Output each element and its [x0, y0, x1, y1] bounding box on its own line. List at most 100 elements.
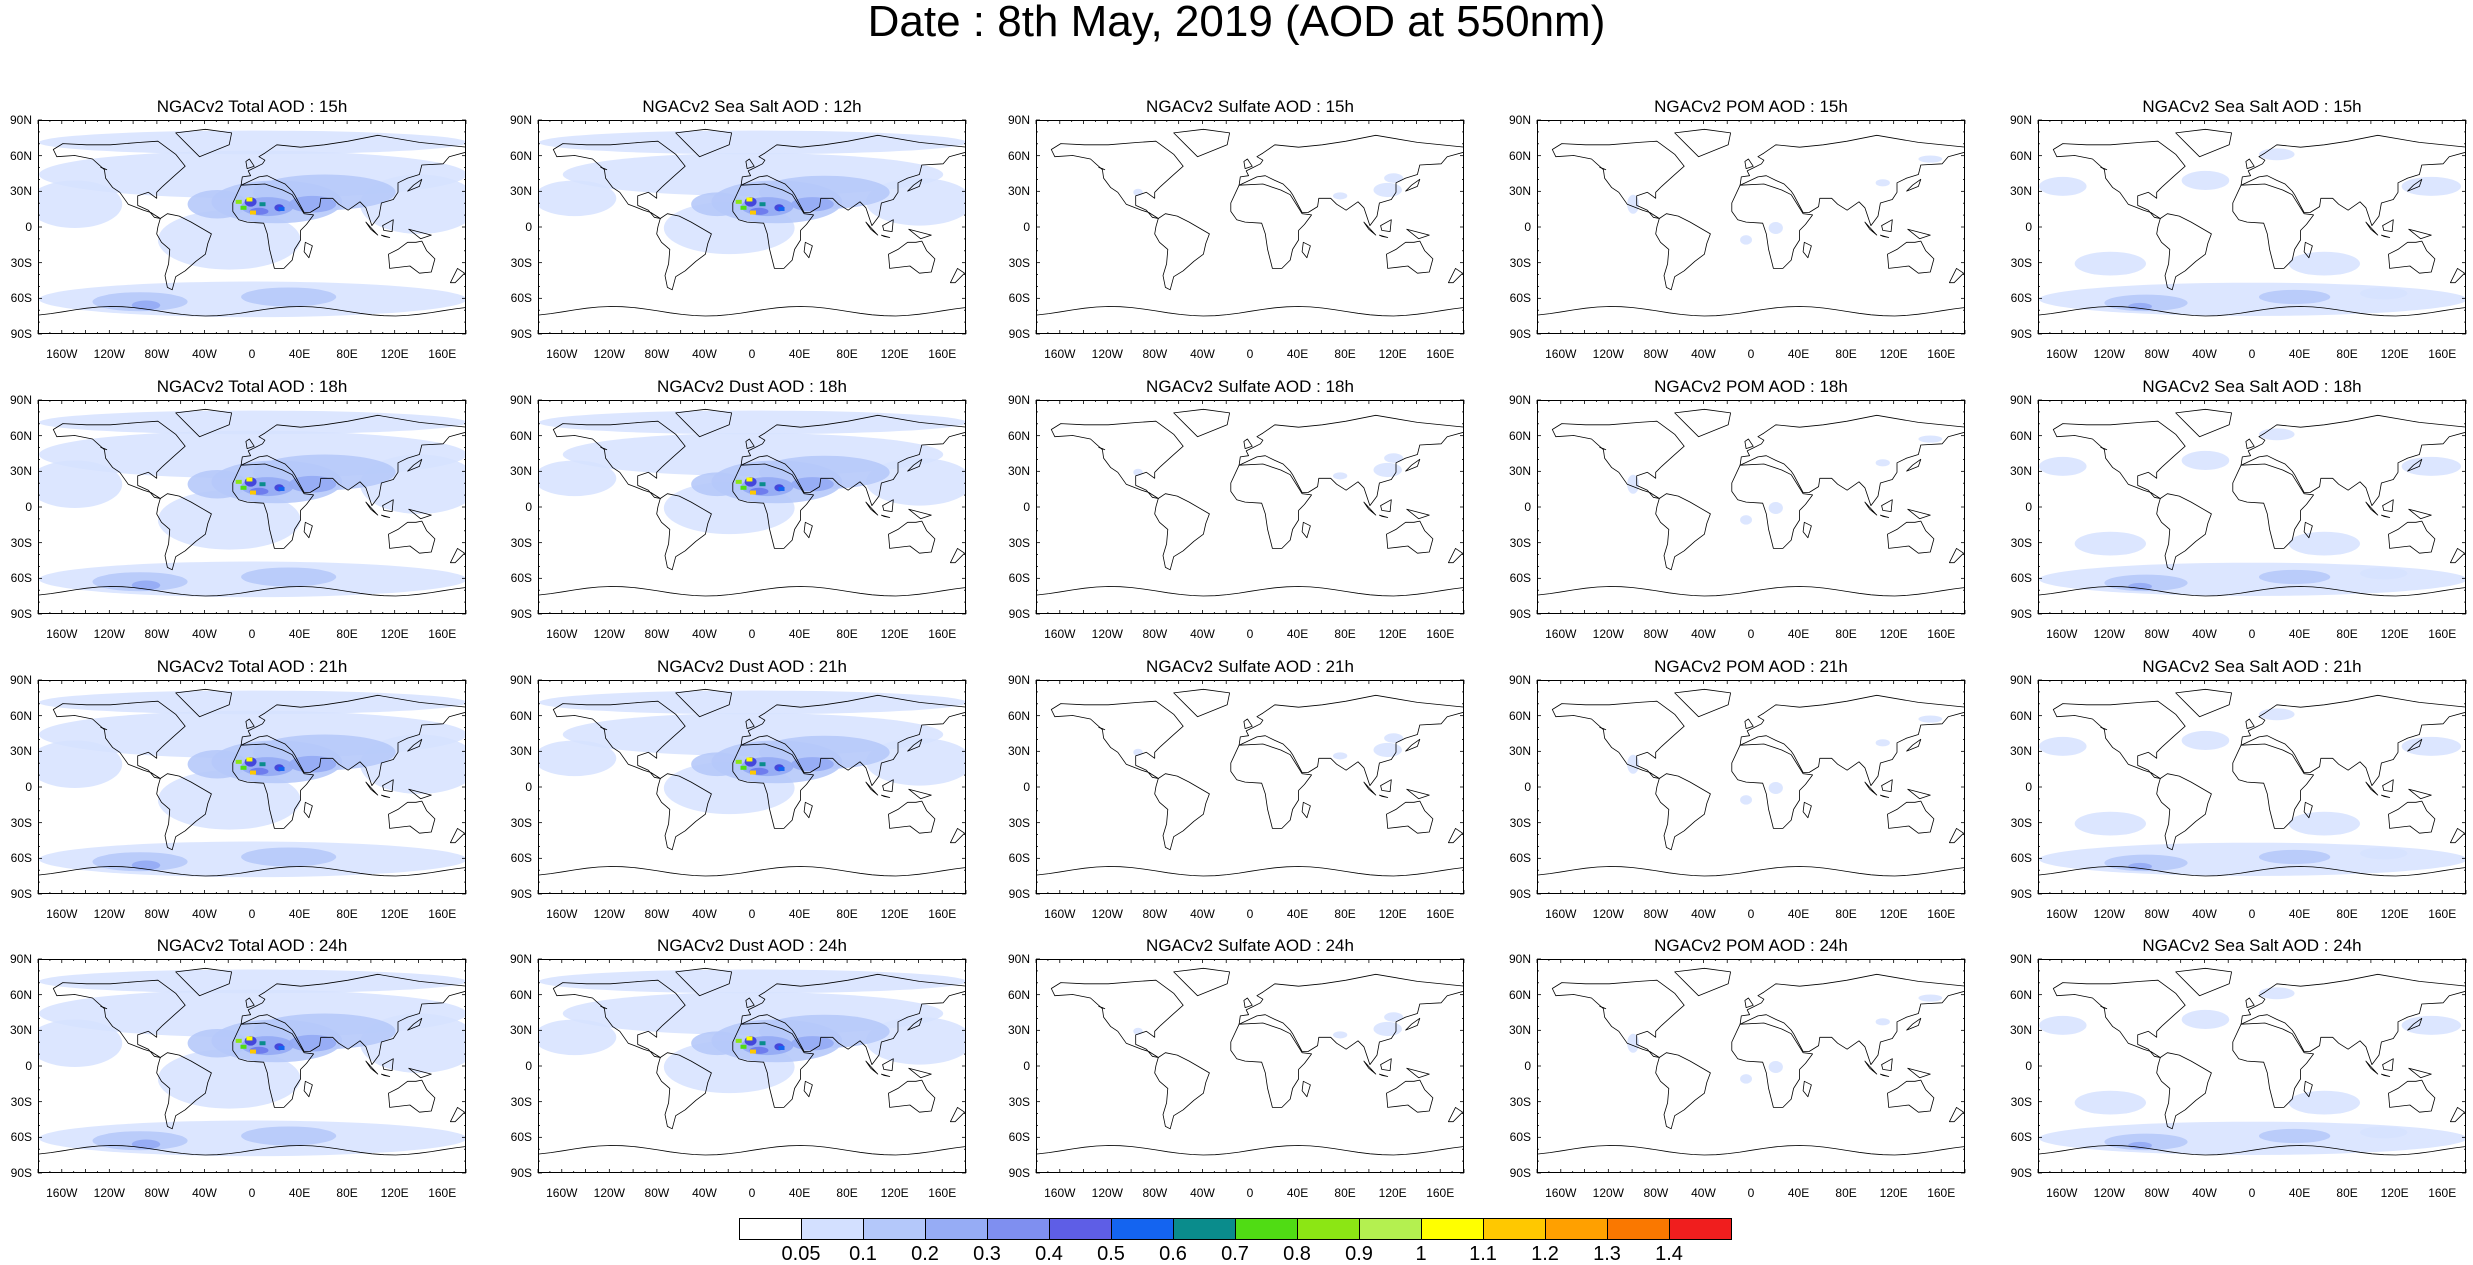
coastline — [2407, 458, 2423, 472]
colorbar-swatch — [1049, 1218, 1112, 1240]
lon-tick-label: 120W — [2093, 627, 2125, 641]
colorbar-label: 1.1 — [1469, 1243, 1497, 1265]
lat-tick-label: 0 — [2025, 220, 2032, 234]
coastline — [1674, 967, 1732, 997]
coastline — [1447, 827, 1463, 844]
lat-tick-label: 90N — [1007, 393, 1030, 407]
lon-tick-label: 120E — [2380, 627, 2409, 641]
aod-field — [1333, 472, 1348, 480]
aod-field — [865, 178, 965, 226]
coastline — [2245, 718, 2255, 729]
lon-tick-label: 80W — [1142, 347, 1168, 361]
lat-tick-label: 30N — [1508, 184, 1531, 199]
panel-title: NGACv2 Sulfate AOD : 18h — [1146, 377, 1354, 396]
lon-tick-label: 80W — [1643, 1186, 1669, 1200]
lat-tick-label: 90S — [2010, 327, 2032, 341]
lat-tick-label: 60S — [1008, 851, 1030, 866]
lon-tick-label: 80W — [1142, 1186, 1168, 1200]
world-map — [1037, 967, 1463, 1156]
lat-tick-label: 60N — [1508, 428, 1531, 443]
coastline — [745, 158, 755, 169]
coastline — [388, 520, 436, 554]
panel-title: NGACv2 Dust AOD : 18h — [657, 377, 847, 396]
lon-tick-label: 0 — [748, 1186, 756, 1200]
aod-hotspot — [278, 1045, 285, 1050]
aod-field — [2258, 849, 2331, 865]
lon-tick-label: 0 — [1246, 1186, 1254, 1200]
lon-tick-label: 0 — [2248, 1186, 2256, 1200]
lat-tick-label: 60N — [9, 987, 32, 1002]
aod-field — [157, 1049, 301, 1109]
lon-tick-label: 160E — [428, 1186, 457, 1200]
lat-tick-label: 90N — [9, 393, 32, 407]
aod-field — [131, 1139, 161, 1150]
lon-tick-label: 80E — [1334, 347, 1356, 361]
lon-tick-label: 40E — [788, 347, 811, 361]
aod-field — [1768, 1061, 1783, 1073]
lon-tick-label: 40E — [1286, 347, 1309, 361]
axis-ticks — [1035, 399, 1465, 615]
coastline — [2240, 134, 2465, 226]
lat-tick-label: 30N — [9, 184, 32, 199]
lon-tick-label: 40E — [2288, 907, 2311, 921]
coastline — [1948, 827, 1964, 844]
aod-field — [2360, 1126, 2408, 1139]
axis-ticks — [37, 399, 467, 615]
coastline — [1739, 694, 1964, 786]
lon-tick-label: 160E — [928, 907, 957, 921]
lon-tick-label: 160W — [2046, 907, 2078, 921]
colorbar-swatch — [1111, 1218, 1174, 1240]
lon-tick-label: 40E — [2288, 1186, 2311, 1200]
lat-tick-label: 60N — [509, 148, 532, 163]
panel-title: NGACv2 POM AOD : 18h — [1654, 377, 1848, 396]
coastline — [408, 228, 432, 240]
coastline — [552, 420, 686, 499]
coastline — [408, 508, 432, 520]
lon-tick-label: 80E — [2336, 627, 2358, 641]
axis-ticks — [2037, 958, 2467, 1174]
coastline — [1881, 779, 1893, 792]
coastline — [1948, 267, 1964, 284]
lat-tick-label: 60N — [509, 987, 532, 1002]
coastline — [1864, 1060, 1878, 1075]
axis-ticks — [1035, 958, 1465, 1174]
panel-title: NGACv2 Sulfate AOD : 21h — [1146, 657, 1354, 676]
coastline — [1406, 788, 1430, 800]
coastline — [907, 738, 923, 752]
lon-tick-label: 80W — [1142, 627, 1168, 641]
lat-tick-label: 30S — [1008, 815, 1030, 830]
panel-title: NGACv2 POM AOD : 15h — [1654, 97, 1848, 116]
lat-tick-label: 30N — [2009, 464, 2032, 479]
lat-tick-label: 60S — [1509, 851, 1531, 866]
lon-tick-label: 0 — [248, 347, 256, 361]
aod-field — [1918, 715, 1943, 723]
lon-tick-label: 40W — [692, 627, 717, 641]
aod-field — [2039, 736, 2087, 756]
coastline — [1378, 794, 1389, 798]
lat-tick-label: 60N — [9, 428, 32, 443]
map-frame — [38, 959, 466, 1173]
coastline — [52, 700, 186, 779]
lon-tick-label: 80E — [836, 907, 858, 921]
coastline — [1881, 499, 1893, 512]
map-frame — [2038, 120, 2466, 334]
lat-tick-label: 0 — [25, 780, 32, 794]
coastline — [2100, 1006, 2108, 1010]
lon-tick-label: 120W — [2093, 907, 2125, 921]
aod-hotspot — [235, 479, 242, 484]
lat-tick-label: 60N — [2009, 708, 2032, 723]
map-panel-sulfate: NGACv2 Sulfate AOD : 24h 90N 60N 30N 0 30S 60S… — [1008, 937, 1465, 1199]
coastline — [1538, 306, 1964, 317]
lat-tick-label: 60N — [1508, 987, 1531, 1002]
map-panel-dust: NGACv2 Dust AOD : 24h 90N 60N 30N 0 30S 60S 90S… — [510, 937, 967, 1199]
lon-tick-label: 80W — [644, 1186, 670, 1200]
coastline — [1050, 140, 1184, 219]
coastline — [1230, 743, 1313, 829]
lat-tick-label: 30N — [9, 464, 32, 479]
map-panel-pom: NGACv2 POM AOD : 18h 90N 60N 30N 0 30S 60S 90S 1… — [1509, 378, 1966, 640]
coastline — [52, 420, 186, 499]
lon-tick-label: 80W — [2144, 627, 2170, 641]
aod-hotspot — [240, 765, 247, 770]
coastline — [365, 781, 379, 796]
coastline — [1551, 420, 1685, 499]
